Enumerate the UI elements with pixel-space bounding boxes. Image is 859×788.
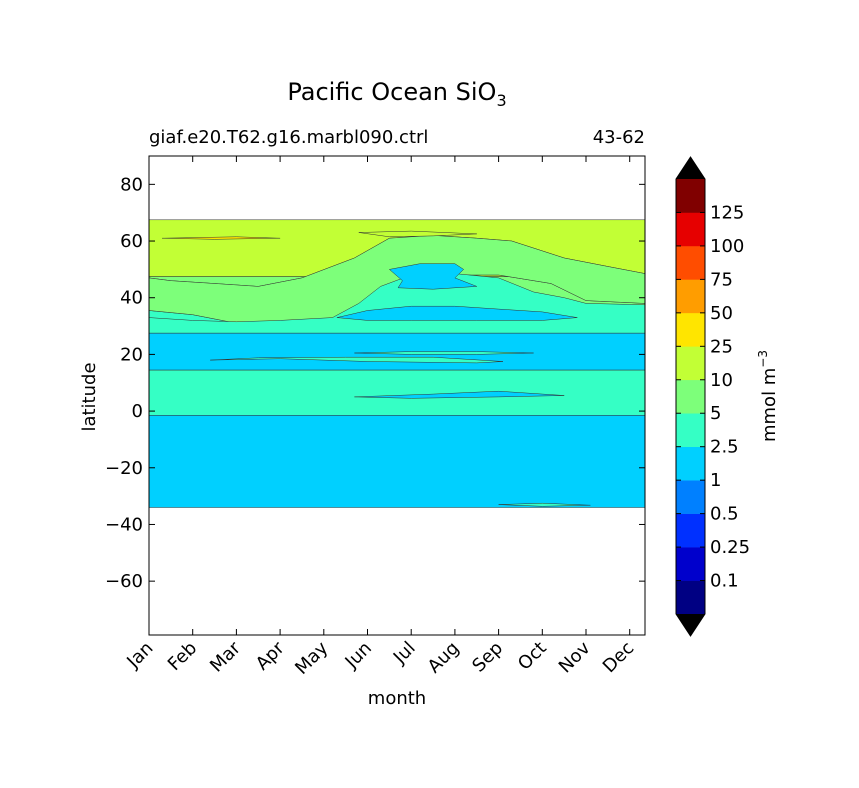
colorbar-tick-label: 100 [710, 236, 744, 257]
y-axis: −60 −40 −20 0 20 40 60 80 [105, 174, 645, 592]
contour-region-16 [498, 502, 591, 507]
x-tick-label: Oct [514, 638, 551, 675]
contour-region-15 [161, 236, 281, 240]
colorbar-segment-11 [676, 212, 705, 247]
x-tick-label: Feb [164, 638, 201, 675]
colorbar-tick-label: 50 [710, 303, 733, 324]
colorbar-segment-8 [676, 312, 705, 347]
colorbar-tick-label: 0.1 [710, 571, 739, 592]
x-tick-label: Aug [424, 638, 464, 678]
y-tick-label: −40 [105, 514, 143, 535]
x-tick-label: Jul [389, 638, 420, 669]
y-tick-label: 80 [120, 174, 143, 195]
contour-region-0 [149, 415, 645, 508]
colorbar-segment-0 [676, 580, 705, 615]
colorbar-tick-label: 0.25 [710, 537, 750, 558]
contour-region-2 [149, 332, 645, 371]
y-tick-label: −60 [105, 571, 143, 592]
chart-title: Pacific Ocean SiO3 [287, 78, 506, 110]
colorbar-segment-9 [676, 279, 705, 314]
colorbar-tick-label: 2.5 [710, 437, 739, 458]
colorbar-tick-label: 125 [710, 202, 744, 223]
x-tick-label: Dec [599, 638, 638, 677]
y-tick-label: 60 [120, 231, 143, 252]
x-tick-label: Jan [122, 638, 157, 673]
x-tick-label: Jun [341, 638, 376, 673]
plot-area [148, 155, 646, 636]
x-tick-label: May [291, 637, 332, 678]
y-tick-label: 0 [132, 401, 143, 422]
colorbar-extend-under [676, 614, 705, 636]
chart-subtitle-right: 43-62 [593, 127, 645, 148]
x-axis-label: month [368, 688, 426, 709]
contour-region-11 [354, 351, 534, 355]
colorbar-segment-5 [676, 413, 705, 447]
contour-region-14 [358, 230, 478, 238]
colorbar-tick-label: 75 [710, 269, 733, 290]
colorbar-tick-label: 1 [710, 470, 721, 491]
plot-frame [148, 155, 646, 636]
colorbar-segment-2 [676, 513, 705, 548]
colorbar-segment-4 [676, 446, 705, 481]
contour-region-12 [209, 356, 504, 364]
y-tick-label: 40 [120, 288, 143, 309]
y-axis-label: latitude [79, 362, 100, 431]
contour-region-9 [336, 305, 578, 321]
contour-region-13 [354, 390, 565, 399]
colorbar-tick-label: 5 [710, 403, 721, 424]
colorbar-label: mmol m−3 [756, 350, 780, 442]
colorbar-segment-3 [676, 480, 705, 514]
contour-region-1 [149, 369, 645, 416]
x-tick-label: Sep [468, 638, 507, 677]
colorbar-tick-label: 25 [710, 336, 733, 357]
y-tick-label: −20 [105, 458, 143, 479]
chart-subtitle-left: giaf.e20.T62.g16.marbl090.ctrl [149, 127, 428, 148]
colorbar-segment-1 [676, 547, 705, 581]
colorbar-segment-10 [676, 245, 705, 280]
x-tick-label: Apr [252, 637, 289, 674]
colorbar-segment-6 [676, 379, 705, 414]
y-tick-label: 20 [120, 344, 143, 365]
colorbar-outline [675, 156, 706, 637]
colorbar-tick-label: 10 [710, 370, 733, 391]
contour-region-10 [389, 263, 478, 290]
colorbar-segment-7 [676, 346, 705, 381]
colorbar: 0.1 0.25 0.5 1 2.5 5 10 25 50 75 100 125 [675, 156, 750, 637]
x-tick-label: Nov [555, 637, 595, 677]
x-tick-label: Mar [206, 637, 245, 676]
colorbar-segment-12 [676, 179, 705, 213]
colorbar-extend-over [676, 157, 705, 179]
colorbar-tick-label: 0.5 [710, 504, 739, 525]
